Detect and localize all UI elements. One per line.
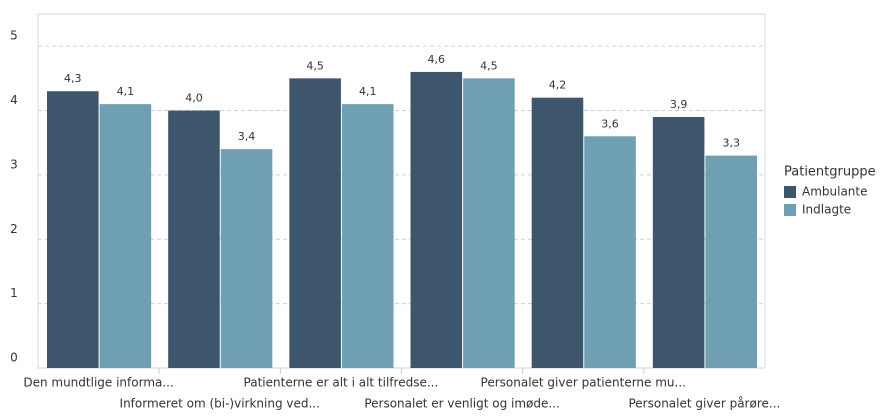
x-tick-label: Personalet giver pårøre... [628, 397, 780, 411]
value-label: 4,6 [428, 53, 446, 66]
legend-title: Patientgruppe [784, 165, 876, 180]
value-label: 4,3 [64, 72, 82, 85]
y-tick-label: 5 [10, 29, 18, 43]
value-label: 4,5 [480, 59, 498, 72]
value-label: 3,9 [670, 98, 688, 111]
bar [705, 155, 757, 368]
y-tick-label: 2 [10, 222, 18, 236]
bar [168, 110, 220, 368]
x-tick-label: Den mundtlige informa... [23, 376, 173, 390]
legend-label: Ambulante [802, 185, 868, 199]
y-tick-label: 0 [10, 351, 18, 365]
bar [220, 149, 273, 368]
bar [652, 116, 705, 369]
bar [584, 136, 636, 368]
value-label: 4,1 [117, 85, 135, 98]
value-label: 4,0 [185, 92, 203, 105]
legend-swatch [784, 204, 796, 216]
y-tick-label: 4 [10, 93, 18, 107]
legend-label: Indlagte [802, 203, 851, 217]
x-tick-label: Patienterne er alt i alt tilfredse... [244, 376, 439, 390]
bar [410, 71, 463, 368]
bar [463, 78, 515, 368]
value-label: 3,3 [722, 137, 740, 150]
x-tick-label: Personalet er venligt og imøde... [364, 397, 560, 411]
legend-swatch [784, 186, 796, 198]
bar [47, 91, 99, 369]
bar [99, 104, 152, 368]
y-tick-label: 3 [10, 157, 18, 171]
bar [289, 78, 341, 368]
value-label: 4,5 [306, 59, 324, 72]
x-tick-label: Personalet giver patienterne mu... [481, 376, 686, 390]
bar [531, 97, 584, 368]
y-tick-label: 1 [10, 286, 18, 300]
value-label: 3,4 [238, 130, 256, 143]
value-label: 4,2 [549, 79, 567, 92]
value-label: 3,6 [601, 117, 619, 130]
bar [341, 104, 394, 368]
x-tick-label: Informeret om (bi-)virkning ved... [120, 397, 320, 411]
value-label: 4,1 [359, 85, 377, 98]
